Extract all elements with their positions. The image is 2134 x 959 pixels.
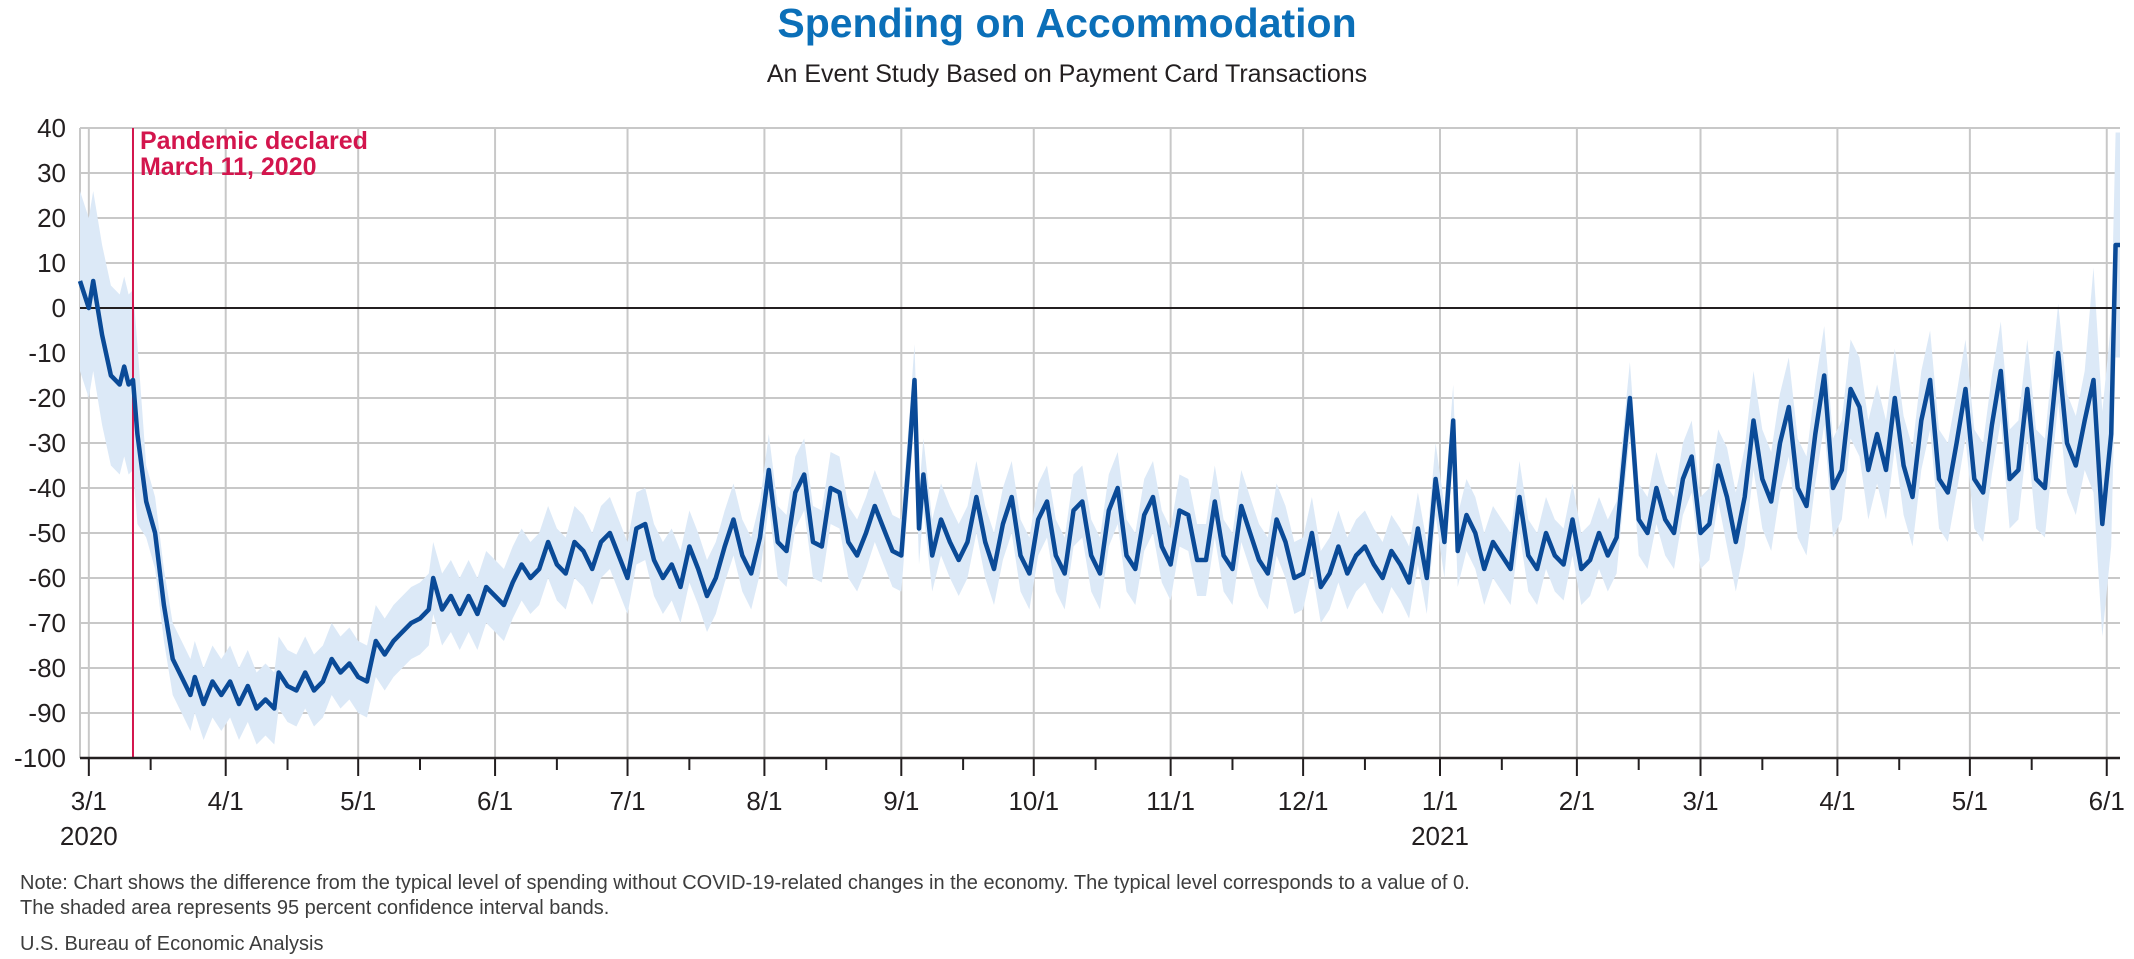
- y-tick-label: 0: [52, 293, 66, 323]
- x-tick-label: 7/1: [609, 786, 645, 816]
- chart-subtitle: An Event Study Based on Payment Card Tra…: [766, 60, 1368, 88]
- y-tick-label: -30: [28, 428, 66, 458]
- x-tick-labels: 3/1 2020 4/1 5/1 6/1 7/1 8/1 9/1 10/1 11/1 12/1 1/1…: [60, 786, 2125, 851]
- y-tick-label: 30: [37, 158, 66, 188]
- confidence-band-layer: [80, 132, 2120, 745]
- x-tick-label: 4/1: [1819, 786, 1855, 816]
- y-axis: 40 30 20 10 0 -10 -20 -30 -40 -50 -60 -70 -80 -90 -100: [14, 113, 66, 773]
- x-tick-label: 3/1: [71, 786, 107, 816]
- confidence-band: [80, 132, 2120, 745]
- source-label: U.S. Bureau of Economic Analysis: [20, 933, 324, 955]
- x-tick-label: 3/1: [1682, 786, 1718, 816]
- series-layer: [77, 242, 2120, 711]
- x-tick-label: 1/1: [1422, 786, 1458, 816]
- x-tick-label: 6/1: [477, 786, 513, 816]
- y-tick-label: -20: [28, 383, 66, 413]
- y-tick-label: 20: [37, 203, 66, 233]
- x-tick-label: 8/1: [746, 786, 782, 816]
- x-tick-label: 9/1: [883, 786, 919, 816]
- y-tick-label: 40: [37, 113, 66, 143]
- x-tick-label: 5/1: [1952, 786, 1988, 816]
- chart-note: Note: Chart shows the difference from th…: [20, 872, 1470, 894]
- chart-note-band: The shaded area represents 95 percent co…: [20, 897, 610, 919]
- y-tick-label: -60: [28, 563, 66, 593]
- y-tick-label: 10: [37, 248, 66, 278]
- series-line: [77, 242, 2120, 711]
- x-tick-label: 10/1: [1008, 786, 1059, 816]
- x-tick-label: 5/1: [340, 786, 376, 816]
- x-tick-year-label: 2020: [60, 821, 118, 851]
- y-tick-label: -70: [28, 608, 66, 638]
- x-tick-year-label: 2021: [1411, 821, 1469, 851]
- y-tick-label: -40: [28, 473, 66, 503]
- y-tick-label: -80: [28, 653, 66, 683]
- x-tick-label: 11/1: [1146, 786, 1195, 816]
- annotation-line2: March 11, 2020: [140, 153, 317, 181]
- x-tick-label: 12/1: [1278, 786, 1329, 816]
- y-tick-label: -50: [28, 518, 66, 548]
- x-axis: [80, 756, 2120, 776]
- annotation-line1: Pandemic declared: [140, 127, 368, 155]
- x-tick-label: 2/1: [1559, 786, 1595, 816]
- y-tick-label: -10: [28, 338, 66, 368]
- chart-title: Spending on Accommodation: [777, 0, 1357, 46]
- x-tick-label: 4/1: [208, 786, 244, 816]
- y-tick-label: -100: [14, 743, 66, 773]
- x-tick-label: 6/1: [2089, 786, 2125, 816]
- y-tick-label: -90: [28, 698, 66, 728]
